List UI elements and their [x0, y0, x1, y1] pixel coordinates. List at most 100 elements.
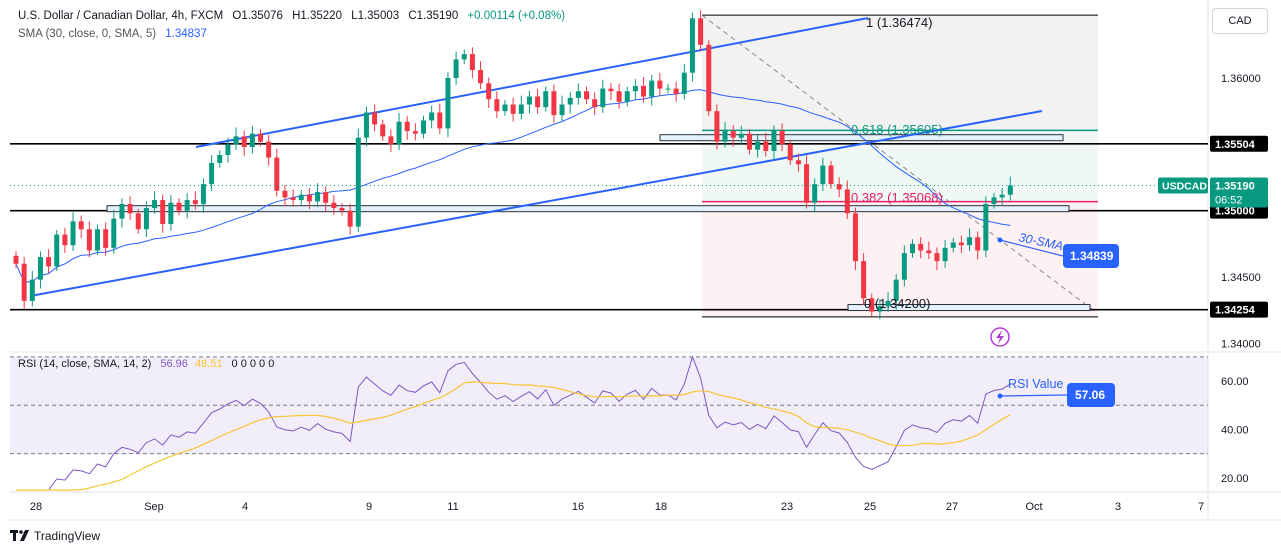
- usdcad-symbol-tag-bg: [1158, 177, 1208, 194]
- candle-body: [730, 131, 736, 138]
- ohlc-low: L1.35003: [351, 10, 400, 22]
- candle-body: [787, 144, 793, 161]
- time-tick-label: 16: [572, 501, 584, 513]
- sma-callout: 1.34839: [1070, 249, 1114, 263]
- candle-body: [852, 213, 858, 262]
- candle-body: [135, 213, 141, 230]
- candle-body: [722, 131, 728, 142]
- sma-header: SMA (30, close, 0, SMA, 5) 1.34837: [18, 28, 213, 40]
- candle-body: [592, 99, 598, 108]
- time-tick-label: 18: [655, 501, 667, 513]
- rsi-sma-value: 48.51: [194, 358, 223, 370]
- candle-body: [763, 141, 769, 151]
- time-tick-label: 25: [864, 501, 876, 513]
- time-tick-label: 27: [946, 501, 958, 513]
- candle-body: [983, 204, 989, 251]
- candle-body: [95, 229, 100, 251]
- candle-body: [274, 157, 280, 191]
- candle-body: [600, 88, 606, 108]
- time-tick-label: 11: [447, 501, 458, 513]
- symbol-name[interactable]: U.S. Dollar / Canadian Dollar, 4h, FXCM: [18, 10, 224, 22]
- fib-zone-top: [702, 15, 1098, 131]
- candle-body: [486, 83, 492, 100]
- rsi-arrow-dot: [997, 393, 1003, 399]
- candle-body: [861, 261, 867, 299]
- time-tick-label: 23: [781, 501, 793, 513]
- rsi-tick-label: 60.00: [1221, 376, 1249, 388]
- candle-body: [282, 190, 288, 198]
- candle-body: [518, 104, 524, 114]
- candle-body: [502, 104, 508, 112]
- candle-body: [689, 18, 695, 73]
- candle-body: [225, 144, 231, 155]
- ohlc-close: C1.35190: [408, 10, 459, 22]
- candle-body: [535, 96, 541, 108]
- candle-body: [258, 133, 263, 142]
- candle-body: [372, 112, 378, 125]
- sma-line: [15, 89, 1011, 283]
- level-tag-3-bg: [1210, 301, 1268, 318]
- events-icon: [990, 327, 1010, 347]
- candle-body: [999, 194, 1005, 198]
- candle-body: [290, 197, 296, 201]
- currency-button[interactable]: CAD: [1212, 8, 1268, 34]
- candle-body: [233, 136, 239, 145]
- candle-body: [21, 263, 27, 301]
- candle-body: [37, 257, 43, 280]
- brand-name: TradingView: [34, 529, 101, 543]
- fib-label-618: 0.618 (1.35605): [851, 122, 943, 137]
- candle-body: [355, 137, 361, 227]
- rsi-line: [16, 355, 1011, 491]
- candle-body: [192, 200, 198, 205]
- candle-body: [893, 279, 899, 301]
- level-tag-3: 1.34254: [1215, 305, 1256, 317]
- channel-lower-line: [29, 110, 1043, 297]
- candle-body: [70, 221, 76, 246]
- time-tick-label: Oct: [1025, 501, 1042, 513]
- rsi-extras: 0 0 0 0 0: [231, 358, 275, 370]
- candle-body: [1007, 185, 1013, 195]
- candle-body: [926, 250, 932, 254]
- sma-arrow-dot: [997, 237, 1003, 243]
- candle-body: [804, 164, 810, 203]
- candle-body: [942, 247, 948, 262]
- usdcad-symbol-tag: USDCAD: [1162, 180, 1207, 192]
- candle-body: [575, 91, 581, 98]
- candle-body: [543, 91, 549, 108]
- tradingview-icon: [10, 530, 29, 541]
- candle-body: [632, 85, 638, 92]
- tradingview-logo[interactable]: TradingView: [10, 529, 100, 543]
- time-tick-label: 28: [30, 501, 42, 513]
- time-tick-label: 9: [366, 501, 372, 513]
- candle-body: [380, 124, 386, 137]
- candle-body: [885, 300, 891, 307]
- fib-label-0: 0 (1.34200): [864, 296, 931, 311]
- candle-body: [152, 200, 158, 209]
- rsi-sma-line: [16, 381, 1011, 491]
- candle-body: [901, 253, 907, 280]
- candle-body: [478, 70, 484, 84]
- candle-body: [298, 194, 304, 201]
- candle-body: [657, 80, 663, 89]
- candle-body: [747, 133, 752, 150]
- rsi-tick-label: 20.00: [1221, 473, 1249, 485]
- sma-label[interactable]: SMA (30, close, 0, SMA, 5): [18, 28, 157, 40]
- candle-body: [812, 184, 818, 203]
- candle-body: [771, 131, 777, 151]
- candle-body: [673, 88, 679, 94]
- lightning-icon: [996, 330, 1004, 344]
- candle-body: [103, 229, 109, 248]
- candle-body: [869, 298, 875, 312]
- candle-body: [266, 141, 272, 158]
- candle-body: [877, 306, 883, 312]
- candle-body: [421, 120, 426, 134]
- candle-body: [404, 121, 410, 132]
- level-tag-1: 1.35504: [1215, 139, 1256, 151]
- candle-body: [641, 85, 647, 97]
- candle-body: [86, 229, 92, 251]
- candle-body: [950, 242, 956, 248]
- rsi-label[interactable]: RSI (14, close, SMA, 14, 2): [18, 358, 152, 370]
- ohlc-high: H1.35220: [292, 10, 342, 22]
- candle-body: [828, 165, 834, 185]
